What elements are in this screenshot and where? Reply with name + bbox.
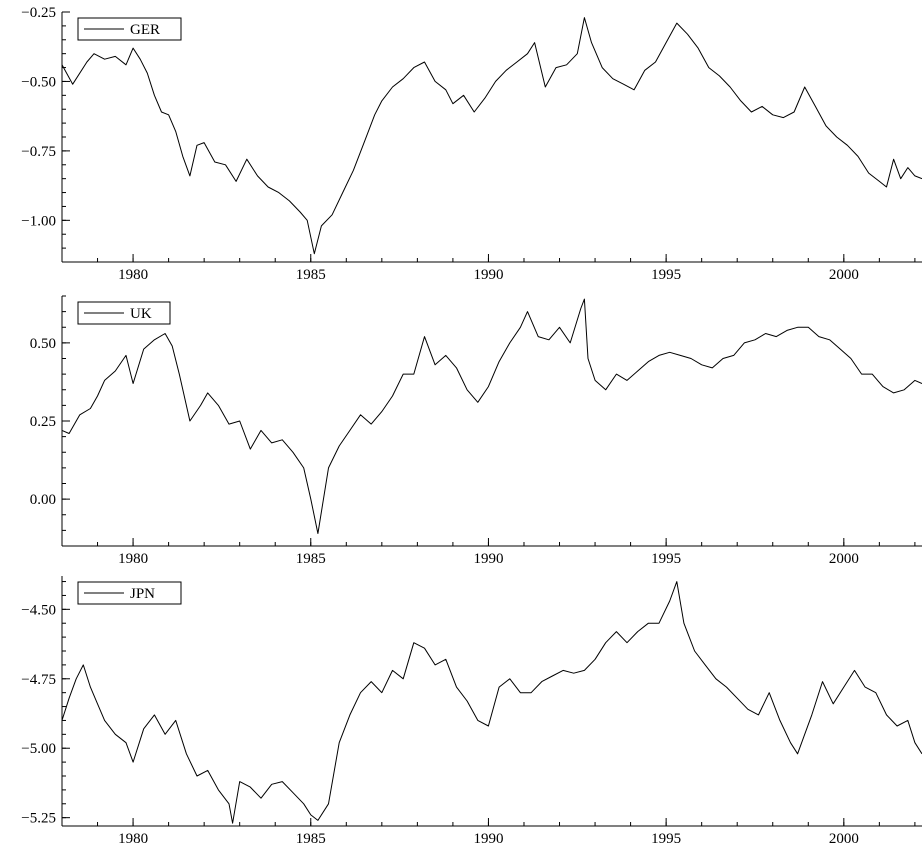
x-tick-label: 1995 bbox=[651, 831, 681, 847]
legend-label: GER bbox=[130, 22, 160, 38]
legend: UK bbox=[77, 301, 171, 325]
legend-box bbox=[77, 17, 182, 41]
series-line-ger bbox=[61, 17, 922, 255]
legend-box bbox=[77, 581, 182, 605]
x-tick-label: 1985 bbox=[296, 551, 326, 567]
legend-label: UK bbox=[130, 306, 152, 322]
x-tick-label: 1995 bbox=[651, 551, 681, 567]
chart-panel-1: 1980 1985 1990 1995 2000 0.50 0.25 0.00 UK bbox=[30, 295, 922, 567]
y-tick-label: 0.00 bbox=[30, 492, 56, 508]
y-tick-label: −0.75 bbox=[21, 144, 56, 160]
x-tick-label: 2000 bbox=[829, 551, 859, 567]
x-tick-label: 1990 bbox=[473, 831, 503, 847]
y-tick-label: 0.50 bbox=[30, 336, 56, 352]
x-tick-label: 2000 bbox=[829, 831, 859, 847]
series-line-uk bbox=[61, 298, 922, 534]
y-tick-label: −0.50 bbox=[21, 74, 56, 90]
y-tick-label: 0.25 bbox=[30, 414, 56, 430]
x-tick-label: 1985 bbox=[296, 831, 326, 847]
chart-panel-0: 1980 1985 1990 1995 2000 −0.25 −0.50 −0.75 −1.00… bbox=[21, 5, 922, 283]
y-tick-label: −5.25 bbox=[21, 811, 56, 827]
y-tick-label: −4.75 bbox=[21, 672, 56, 688]
x-tick-label: 1980 bbox=[118, 267, 148, 283]
legend-label: JPN bbox=[130, 586, 155, 602]
chart-panel-2: 1980 1985 1990 1995 2000 −4.50 −4.75 −5.00 −5.25… bbox=[21, 576, 922, 847]
x-tick-label: 1980 bbox=[118, 831, 148, 847]
series-line-jpn bbox=[61, 581, 922, 824]
x-tick-label: 2000 bbox=[829, 267, 859, 283]
y-tick-label: −4.50 bbox=[21, 602, 56, 618]
x-tick-label: 1985 bbox=[296, 267, 326, 283]
x-tick-label: 1995 bbox=[651, 267, 681, 283]
legend: GER bbox=[77, 17, 182, 41]
y-tick-label: −1.00 bbox=[21, 213, 56, 229]
y-tick-label: −5.00 bbox=[21, 741, 56, 757]
x-tick-label: 1990 bbox=[473, 551, 503, 567]
x-tick-label: 1980 bbox=[118, 551, 148, 567]
x-tick-label: 1990 bbox=[473, 267, 503, 283]
legend: JPN bbox=[77, 581, 182, 605]
y-tick-label: −0.25 bbox=[21, 5, 56, 21]
